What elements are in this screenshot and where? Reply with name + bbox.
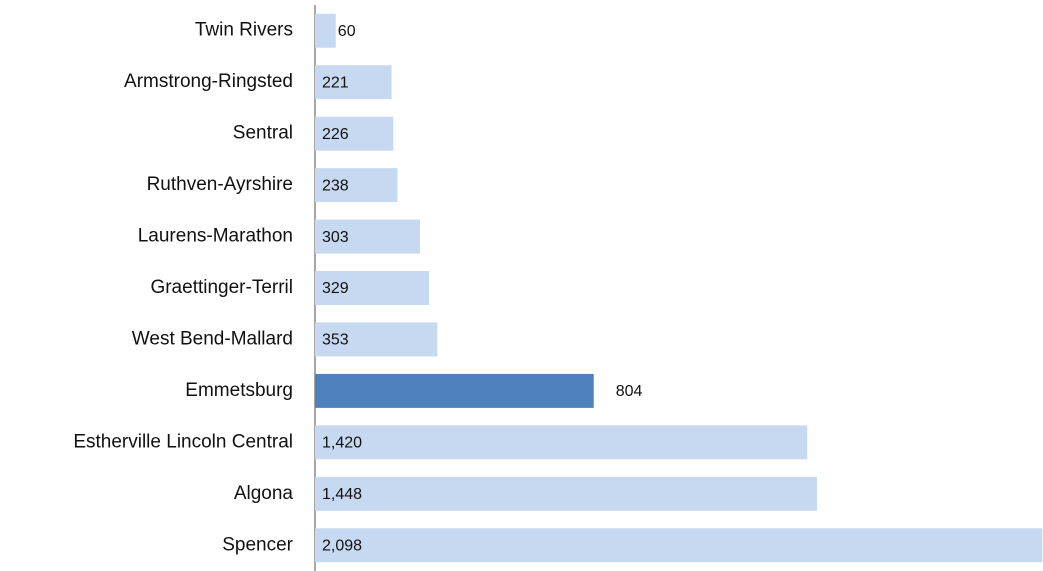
value-label: 221 [322, 74, 349, 91]
value-label: 226 [322, 126, 349, 143]
value-label: 60 [338, 23, 356, 40]
y-tick-label: Spencer [222, 534, 293, 555]
y-tick-label: Estherville Lincoln Central [73, 431, 293, 452]
bar [315, 219, 421, 254]
y-tick-label: Twin Rivers [195, 20, 293, 41]
bar [315, 425, 808, 460]
y-tick-label: West Bend-Mallard [132, 328, 293, 349]
y-tick-label: Algona [234, 483, 294, 504]
bar [315, 322, 438, 357]
value-label: 1,420 [322, 435, 362, 452]
bar [315, 13, 336, 48]
bar [315, 373, 594, 408]
y-tick-label: Armstrong-Ringsted [124, 71, 293, 92]
y-tick-label: Emmetsburg [185, 380, 293, 401]
y-tick-label: Graettinger-Terril [150, 277, 293, 298]
value-label: 238 [322, 177, 349, 194]
bar [315, 65, 392, 100]
value-label: 303 [322, 229, 349, 246]
value-label: 1,448 [322, 486, 362, 503]
value-label: 804 [616, 383, 643, 400]
bar [315, 528, 1043, 563]
y-tick-label: Laurens-Marathon [138, 226, 293, 247]
bar [315, 116, 394, 151]
bar [315, 476, 817, 511]
y-tick-label: Sentral [233, 123, 293, 144]
value-label: 353 [322, 332, 349, 349]
bar [315, 271, 430, 305]
y-tick-label: Ruthven-Ayrshire [147, 174, 293, 195]
bar [315, 168, 398, 203]
value-label: 2,098 [322, 537, 362, 554]
value-label: 329 [322, 280, 349, 297]
